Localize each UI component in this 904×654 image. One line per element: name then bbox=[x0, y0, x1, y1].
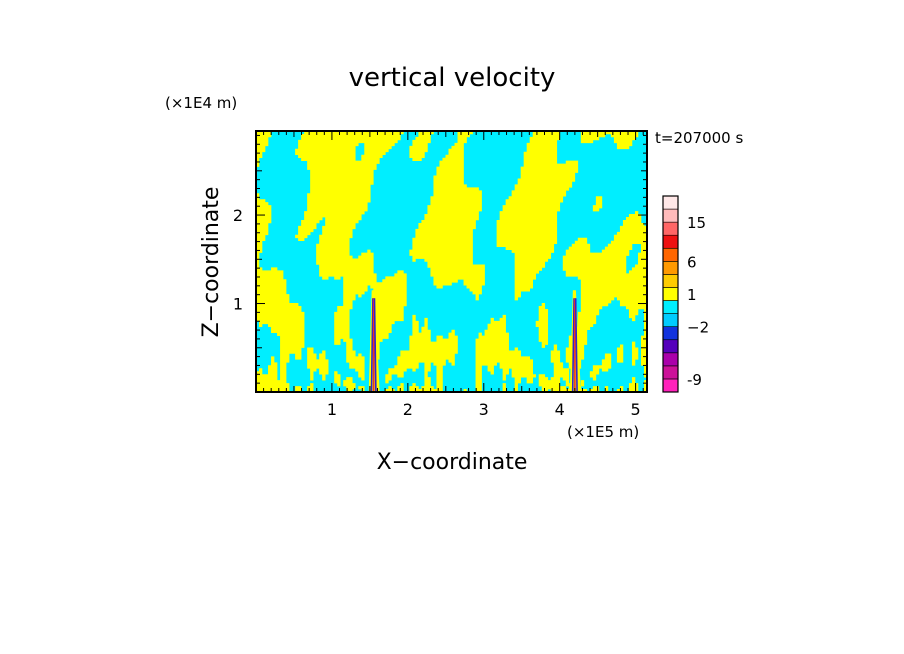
updraft-jet-streak bbox=[574, 298, 578, 392]
y-unit-label: (×1E4 m) bbox=[165, 94, 237, 112]
updraft-jet-streak bbox=[373, 298, 377, 392]
colorbar-level bbox=[662, 208, 679, 223]
colorbar-level bbox=[662, 274, 679, 288]
colorbar-tick-label: 1 bbox=[687, 286, 697, 304]
chart-title: vertical velocity bbox=[349, 63, 556, 93]
y-axis-label: Z−coordinate bbox=[199, 187, 224, 338]
colorbar-level bbox=[662, 339, 679, 354]
colorbar: -9 −2 1 6 15 bbox=[662, 195, 709, 393]
colorbar-level bbox=[662, 287, 679, 301]
colorbar-level bbox=[662, 221, 679, 236]
y-tick-label: 2 bbox=[233, 206, 243, 225]
x-axis-label: X−coordinate bbox=[377, 450, 528, 475]
colorbar-level bbox=[662, 300, 679, 314]
colorbar-level bbox=[662, 326, 679, 341]
x-tick-label: 4 bbox=[555, 400, 565, 419]
colorbar-tick-label: 6 bbox=[687, 253, 697, 271]
colorbar-frame bbox=[662, 195, 679, 393]
colorbar-level bbox=[662, 247, 679, 262]
time-label: t=207000 s bbox=[655, 129, 743, 147]
x-unit-label: (×1E5 m) bbox=[567, 423, 639, 441]
updraft-jet-streak bbox=[370, 298, 374, 392]
colorbar-tick-label: -9 bbox=[687, 371, 702, 389]
colorbar-tick-label: 15 bbox=[687, 214, 706, 232]
colorbar-level bbox=[662, 234, 679, 249]
x-tick-label: 3 bbox=[479, 400, 489, 419]
x-tick-label: 5 bbox=[631, 400, 641, 419]
colorbar-level bbox=[662, 261, 679, 275]
heatmap-field bbox=[256, 131, 647, 392]
colorbar-tick-label: −2 bbox=[687, 319, 709, 337]
colorbar-level bbox=[662, 365, 679, 380]
x-tick-label: 1 bbox=[327, 400, 337, 419]
plot-axes: 1 2 3 4 5 1 2 bbox=[233, 130, 648, 419]
positive-velocity-region bbox=[256, 131, 647, 392]
colorbar-level bbox=[662, 195, 679, 210]
updraft-jet-streak bbox=[571, 298, 575, 392]
colorbar-level bbox=[662, 352, 679, 367]
y-tick-label: 1 bbox=[233, 295, 243, 314]
plot-frame bbox=[255, 130, 648, 393]
colorbar-level bbox=[662, 378, 679, 393]
x-tick-label: 2 bbox=[403, 400, 413, 419]
colorbar-level bbox=[662, 313, 679, 327]
